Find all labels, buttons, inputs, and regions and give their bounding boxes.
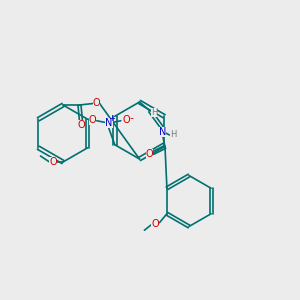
Text: N: N — [105, 118, 112, 128]
Text: O: O — [77, 119, 85, 130]
Text: O: O — [146, 149, 153, 159]
Text: O: O — [49, 157, 57, 167]
Text: N: N — [159, 127, 166, 137]
Text: H: H — [170, 130, 176, 139]
Text: -: - — [129, 113, 133, 123]
Text: +: + — [108, 113, 115, 122]
Text: H: H — [151, 108, 157, 117]
Text: O: O — [122, 115, 130, 125]
Text: O: O — [88, 115, 96, 125]
Text: O: O — [93, 98, 101, 108]
Text: O: O — [151, 219, 159, 229]
